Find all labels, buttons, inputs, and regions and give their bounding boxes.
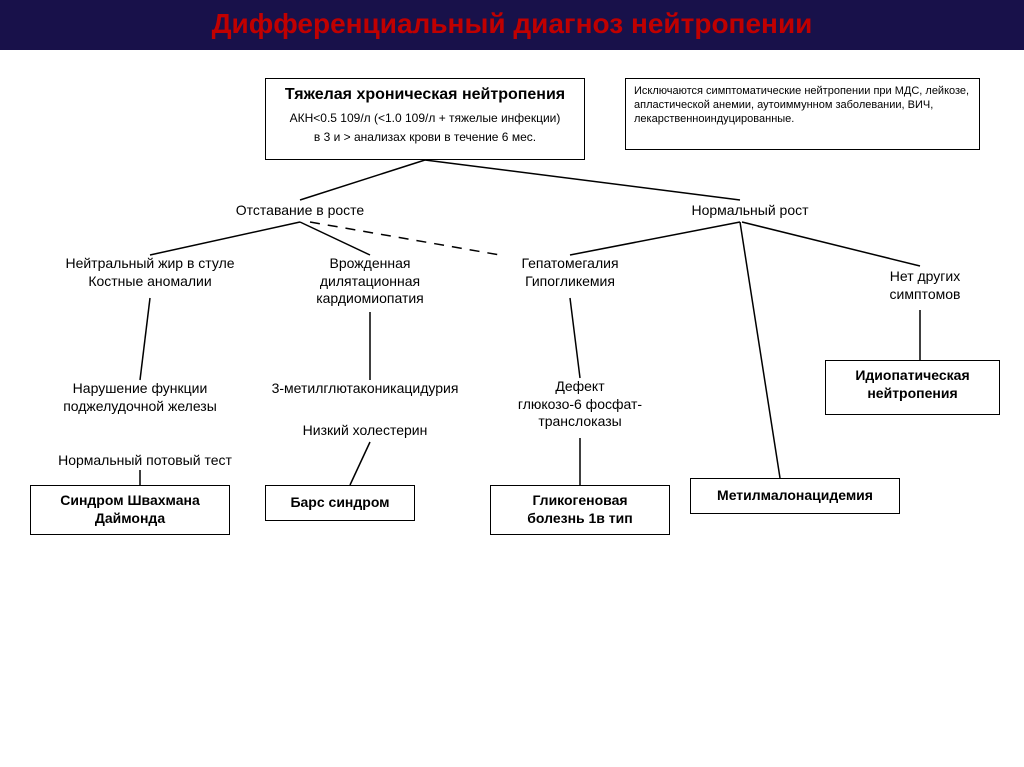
branch-normal-growth: Нормальный рост bbox=[640, 202, 860, 220]
dx-methylmalonic: Метилмалонацидемия bbox=[690, 478, 900, 514]
symptom-no-other: Нет других симптомов bbox=[850, 268, 1000, 303]
dx-idiopathic: Идиопатическая нейтропения bbox=[825, 360, 1000, 415]
finding-sweat-test: Нормальный потовый тест bbox=[35, 452, 255, 470]
exclusion-note: Исключаются симптоматические нейтропении… bbox=[625, 78, 980, 150]
dx-glycogen-storage: Гликогеновая болезнь 1в тип bbox=[490, 485, 670, 535]
diagram-stage: Тяжелая хроническая нейтропения АКН<0.5 … bbox=[0, 50, 1024, 760]
branch-growth-delay: Отставание в росте bbox=[190, 202, 410, 220]
root-criteria-2: в 3 и > анализах крови в течение 6 мес. bbox=[274, 130, 576, 145]
symptom-hepatomegaly: Гепатомегалия Гипогликемия bbox=[490, 255, 650, 290]
title-text: Дифференциальный диагноз нейтропении bbox=[212, 8, 813, 39]
root-criteria-1: АКН<0.5 109/л (<1.0 109/л + тяжелые инфе… bbox=[274, 111, 576, 126]
root-node: Тяжелая хроническая нейтропения АКН<0.5 … bbox=[265, 78, 585, 160]
exclusion-text: Исключаются симптоматические нейтропении… bbox=[634, 85, 969, 125]
finding-mga: 3-метилглютаконикацидурия bbox=[235, 380, 495, 398]
finding-g6p-defect: Дефект глюкозо-6 фосфат- транслоказы bbox=[490, 378, 670, 431]
finding-low-cholesterol: Низкий холестерин bbox=[275, 422, 455, 440]
symptom-cardiomyopathy: Врожденная дилятационная кардиомиопатия bbox=[280, 255, 460, 308]
root-title: Тяжелая хроническая нейтропения bbox=[274, 85, 576, 105]
symptom-fat-stool: Нейтральный жир в стуле Костные аномалии bbox=[40, 255, 260, 290]
page-title: Дифференциальный диагноз нейтропении bbox=[0, 0, 1024, 50]
dx-shwachman-diamond: Синдром Швахмана Даймонда bbox=[30, 485, 230, 535]
dx-barth-syndrome: Барс синдром bbox=[265, 485, 415, 521]
finding-pancreas: Нарушение функции поджелудочной железы bbox=[35, 380, 245, 415]
